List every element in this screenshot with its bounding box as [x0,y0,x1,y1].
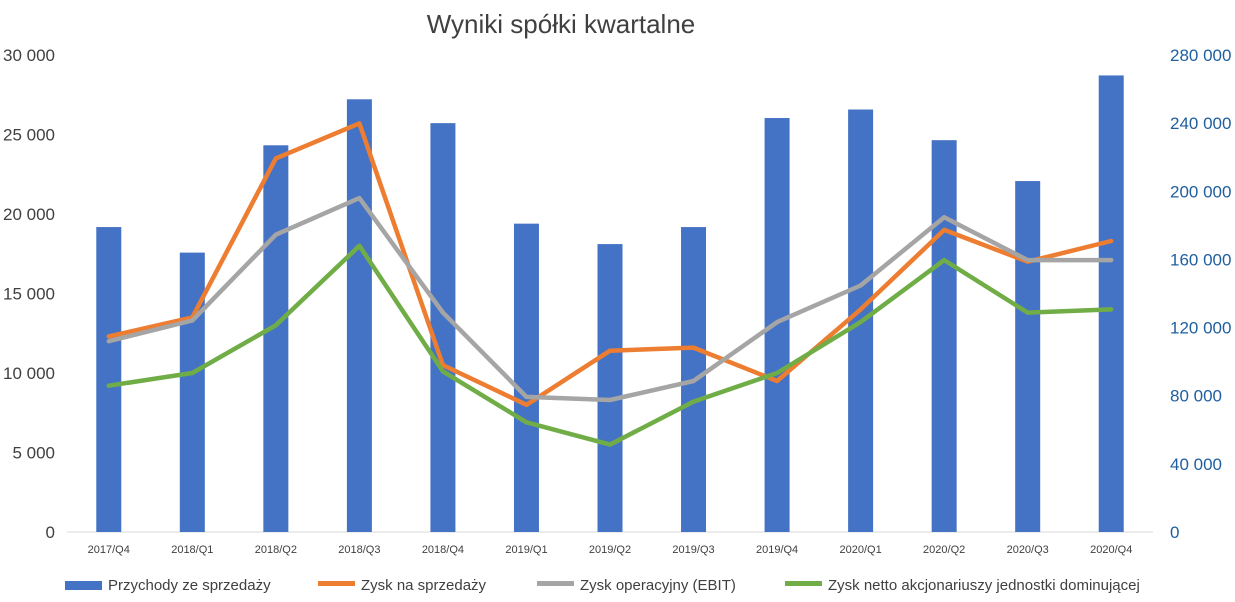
chart-title: Wyniki spółki kwartalne [427,9,696,39]
bar-mark [430,123,456,533]
right-axis-tick-label: 280 000 [1170,46,1231,65]
legend-label: Przychody ze sprzedaży [108,577,271,594]
x-axis-ticks: 2017/Q4 2018/Q1 2018/Q2 2018/Q3 2018/Q4 2019/… [88,544,1133,556]
right-axis-tick-label: 0 [1170,523,1179,542]
left-axis-tick-label: 5 000 [12,444,55,463]
lines-layer [106,121,1114,447]
left-axis-tick-label: 20 000 [3,205,55,224]
left-axis-tick-label: 15 000 [3,285,55,304]
legend-swatch [537,581,574,586]
bar-mark [597,244,623,532]
x-axis-tick-label: 2019/Q2 [589,544,631,556]
x-axis-tick-label: 2020/Q1 [840,544,882,556]
x-axis-tick-label: 2020/Q2 [923,544,965,556]
x-axis-tick-label: 2018/Q4 [422,544,464,556]
x-axis-tick-label: 2019/Q3 [672,544,714,556]
legend-swatch [785,581,822,586]
bar-mark [263,145,289,532]
legend-label: Zysk netto akcjonariuszy jednostki domin… [828,577,1140,594]
legend-swatch [318,581,355,586]
bar-mark [764,118,790,533]
right-axis-tick-label: 40 000 [1170,455,1222,474]
bar-mark [931,140,957,532]
series-line [106,243,1114,447]
x-axis-tick-label: 2019/Q4 [756,544,798,556]
bar-mark [1098,75,1124,532]
legend: Przychody ze sprzedaży Zysk na sprzedaży Z… [65,577,1140,594]
right-axis-ticks: 0 40 000 80 000 120 000 160 000 200 000 240 00… [1170,46,1231,542]
x-axis-tick-label: 2020/Q3 [1007,544,1049,556]
left-axis-ticks: 0 5 000 10 000 15 000 20 000 25 000 30 000 [3,46,55,542]
right-axis-tick-label: 200 000 [1170,182,1231,201]
legend-label: Zysk na sprzedaży [361,577,487,594]
right-axis-tick-label: 120 000 [1170,319,1231,338]
series-line [106,121,1114,408]
x-axis-tick-label: 2020/Q4 [1090,544,1132,556]
x-axis-tick-label: 2018/Q3 [338,544,380,556]
legend-label: Zysk operacyjny (EBIT) [580,577,736,594]
x-axis-tick-label: 2018/Q2 [255,544,297,556]
bar-mark [346,99,372,533]
x-axis-tick-label: 2017/Q4 [88,544,130,556]
left-axis-tick-label: 0 [46,523,55,542]
left-axis-tick-label: 30 000 [3,46,55,65]
bar-mark [513,223,539,532]
bar-mark [1015,181,1041,533]
right-axis-tick-label: 80 000 [1170,387,1222,406]
legend-swatch [65,581,102,590]
left-axis-tick-label: 10 000 [3,364,55,383]
x-axis-tick-label: 2019/Q1 [505,544,547,556]
bar-mark [96,227,122,532]
series-line [106,195,1114,403]
bars-layer [96,75,1124,533]
right-axis-tick-label: 160 000 [1170,250,1231,269]
left-axis-tick-label: 25 000 [3,126,55,145]
x-axis-tick-label: 2018/Q1 [171,544,213,556]
bar-mark [179,252,205,532]
right-axis-tick-label: 240 000 [1170,114,1231,133]
